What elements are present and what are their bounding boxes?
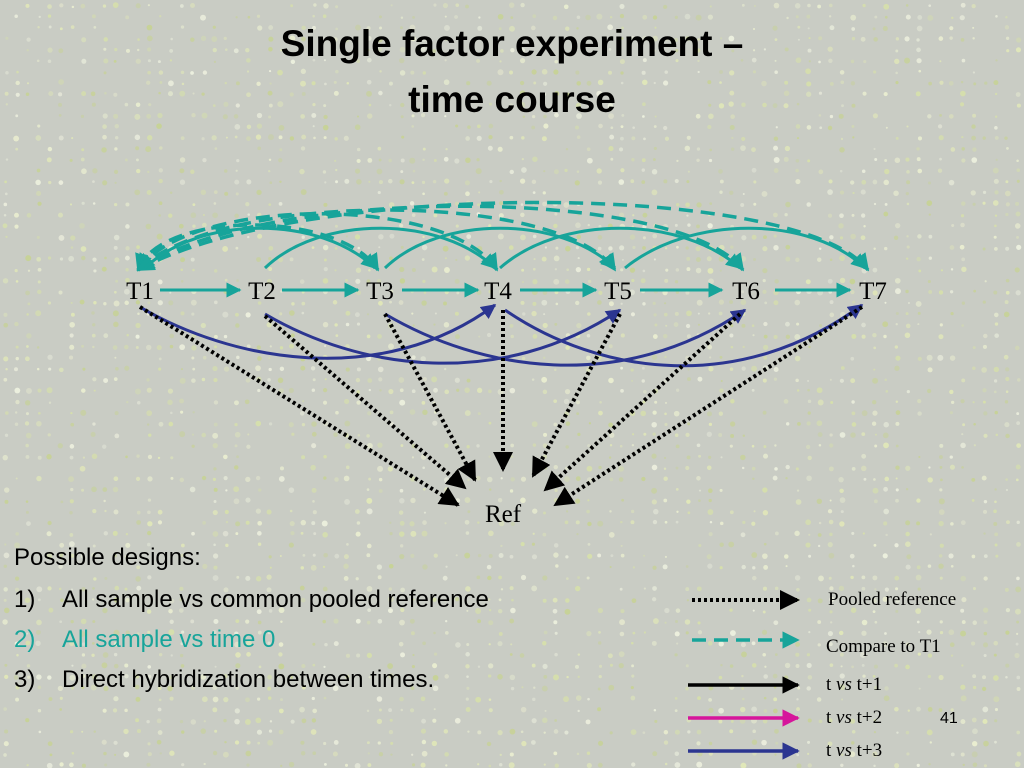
arc-t2-t4 <box>263 226 497 270</box>
slide-number: 41 <box>940 710 958 727</box>
arc-t5-t7 <box>624 226 867 270</box>
design-item-2-text: All sample vs time 0 <box>62 626 276 653</box>
arc-t4-t7 <box>504 303 864 368</box>
designs-heading: Possible designs: <box>14 544 201 571</box>
arc-t3-t6 <box>384 308 747 367</box>
legend-t1-label: t vs t+1 <box>826 674 883 695</box>
node-t3: T3 <box>366 278 394 305</box>
dashed-arrow-t1-t6 <box>136 204 745 272</box>
dotted-arrow-t1-ref <box>138 305 460 507</box>
t-vs-t2-arrows <box>143 226 867 270</box>
slide-title-line1: Single factor experiment – <box>280 23 744 64</box>
t-vs-t3-arrows <box>139 303 864 368</box>
node-t4: T4 <box>484 278 512 305</box>
design-item-3-num: 3) <box>14 666 36 693</box>
node-t7: T7 <box>859 278 887 305</box>
legend-arrows <box>688 590 800 760</box>
timepoint-labels: T1 T2 T3 T4 T5 T6 T7 Ref <box>126 278 887 528</box>
node-t1: T1 <box>126 278 154 305</box>
legend-compare-label: Compare to T1 <box>826 636 941 657</box>
dashed-arrow-t1-t4 <box>136 212 499 272</box>
dotted-arrow-t5-ref <box>531 313 622 478</box>
legend-t3-label: t vs t+3 <box>826 740 883 761</box>
dotted-arrow-t6-ref <box>543 312 742 492</box>
dashed-arrow-t1-t3 <box>135 223 380 272</box>
slide-title-line2: time course <box>408 79 616 120</box>
legend-pooled-label: Pooled reference <box>828 589 957 610</box>
design-item-1-text: All sample vs common pooled reference <box>62 586 489 613</box>
node-ref: Ref <box>485 501 522 528</box>
arc-t2-t5 <box>264 308 622 365</box>
dotted-arrow-t7-ref <box>553 305 864 507</box>
arc-t1-t3 <box>143 226 377 270</box>
design-item-1-num: 1) <box>14 586 36 613</box>
arc-t3-t5 <box>383 226 617 270</box>
dashed-arrow-t1-t7 <box>136 200 870 272</box>
dotted-arrow-t2-ref <box>263 314 467 490</box>
node-t5: T5 <box>604 278 632 305</box>
compare-to-t1-arrows <box>135 200 870 272</box>
design-item-3-text: Direct hybridization between times. <box>62 666 435 693</box>
pooled-reference-arrows <box>138 305 864 507</box>
arc-t1-t4 <box>139 303 497 360</box>
arc-t4-t6 <box>499 226 742 270</box>
node-t2: T2 <box>248 278 276 305</box>
design-item-2-num: 2) <box>14 626 36 653</box>
dotted-arrow-t3-ref <box>383 313 477 482</box>
node-t6: T6 <box>732 278 760 305</box>
legend-t2-label: t vs t+2 <box>826 707 883 728</box>
